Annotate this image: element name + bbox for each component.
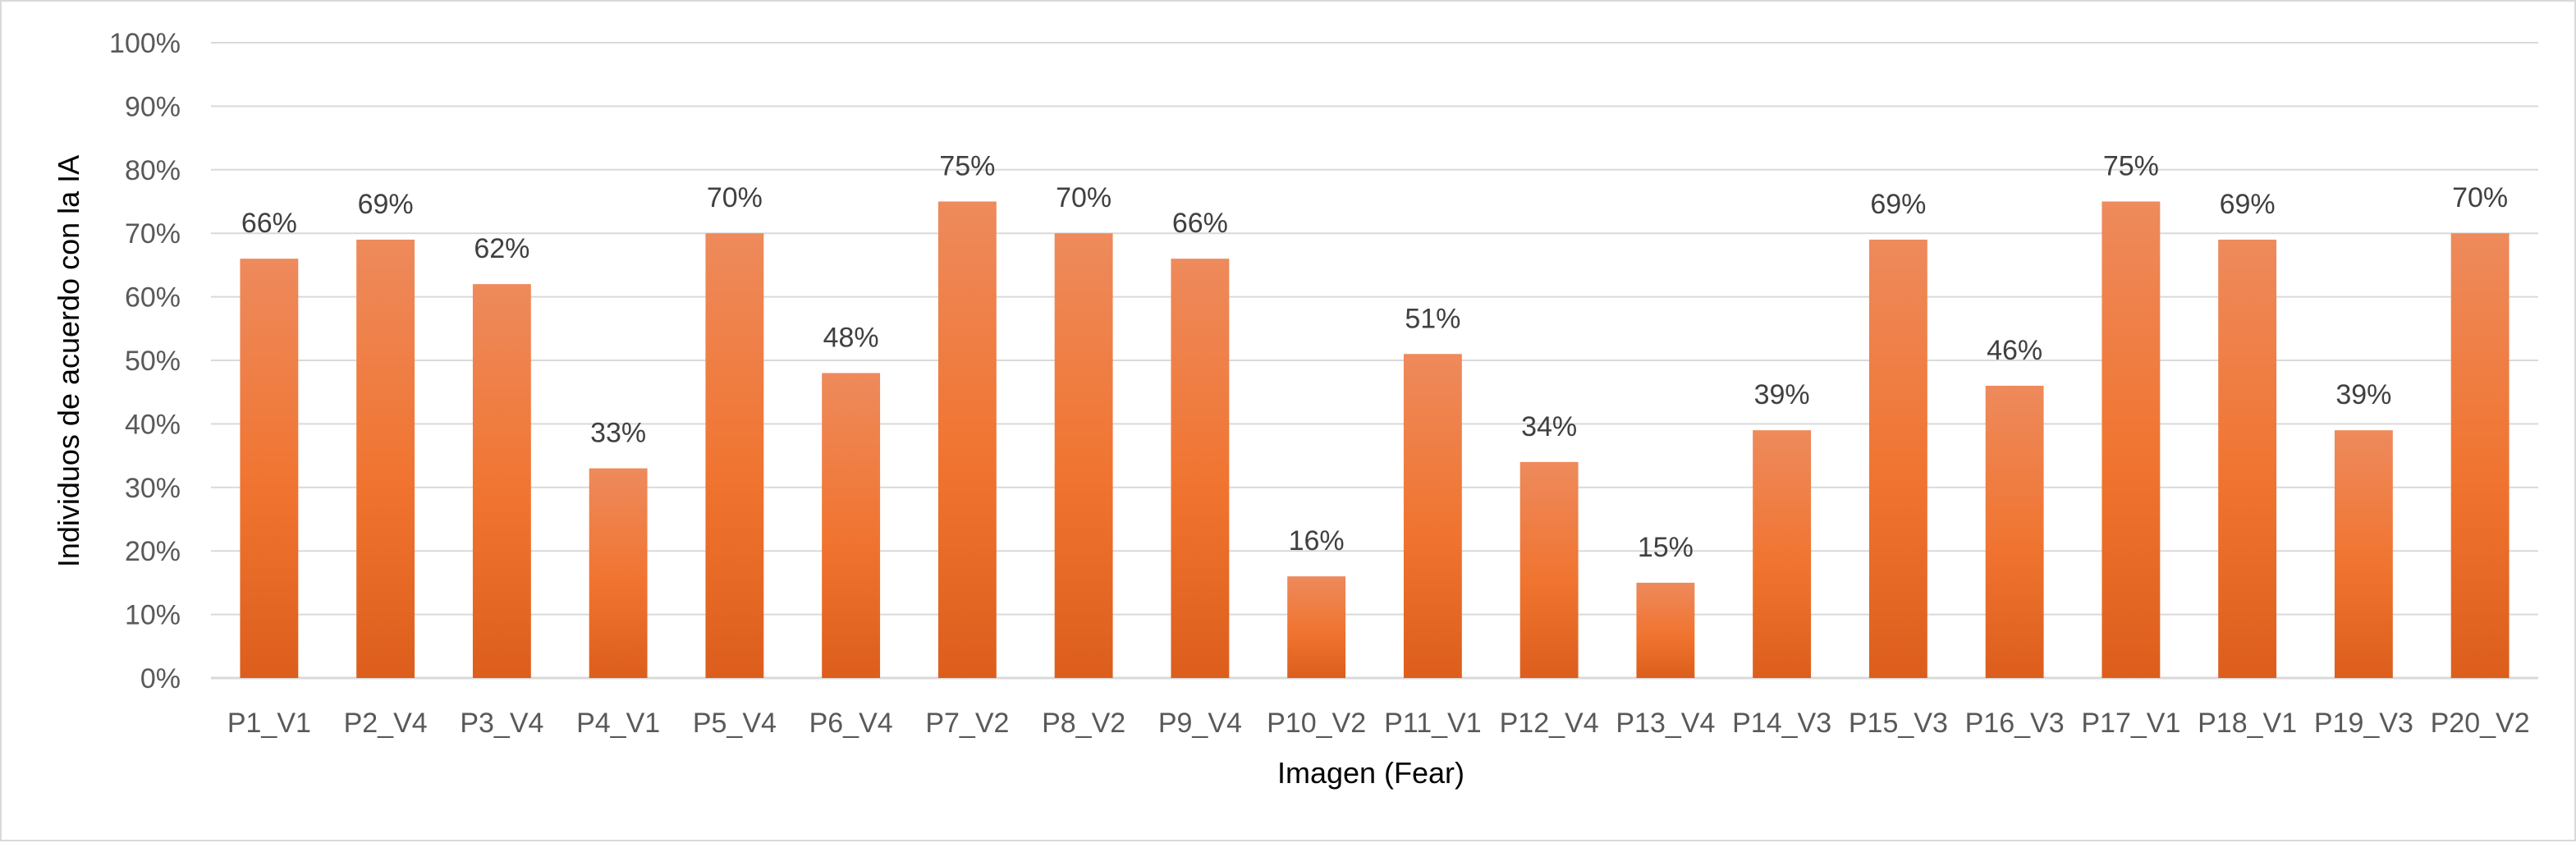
- y-tick-label: 50%: [125, 346, 181, 377]
- x-axis-ticks: P1_V1 P2_V4 P3_V4 P4_V1 P5_V4 P6_V4 P7_V2 P8_V2…: [227, 708, 2530, 739]
- x-tick-label: P15_V3: [1849, 708, 1948, 739]
- y-axis-ticks: 0% 10% 20% 30% 40% 50% 60% 70% 80% 90% 100%: [109, 28, 181, 694]
- x-tick-label: P19_V3: [2314, 708, 2413, 739]
- data-label: 75%: [939, 151, 995, 182]
- bar-P13_V4: [1636, 582, 1695, 678]
- data-label: 70%: [1056, 182, 1112, 213]
- x-tick-label: P12_V4: [1500, 708, 1599, 739]
- bar-P12_V4: [1519, 461, 1579, 678]
- data-label: 39%: [2335, 379, 2391, 410]
- bar-P5_V4: [705, 233, 764, 678]
- bar-P1_V1: [240, 259, 299, 678]
- x-tick-label: P8_V2: [1042, 708, 1125, 739]
- bar-P7_V2: [937, 201, 997, 678]
- x-tick-label: P14_V3: [1732, 708, 1831, 739]
- y-tick-label: 80%: [125, 155, 181, 186]
- data-label: 75%: [2103, 151, 2159, 182]
- y-tick-label: 30%: [125, 473, 181, 504]
- bar-P10_V2: [1287, 576, 1346, 678]
- y-axis-title: Individuos de acuerdo con la IA: [52, 155, 85, 567]
- data-label: 15%: [1638, 532, 1694, 563]
- x-tick-label: P3_V4: [460, 708, 543, 739]
- y-tick-label: 10%: [125, 600, 181, 631]
- bar-P17_V1: [2102, 201, 2161, 678]
- x-tick-label: P1_V1: [227, 708, 311, 739]
- bar-P3_V4: [472, 284, 531, 678]
- x-tick-label: P13_V4: [1616, 708, 1715, 739]
- bar-P14_V3: [1753, 430, 1812, 678]
- data-label: 34%: [1521, 411, 1577, 442]
- bar-P6_V4: [822, 373, 881, 678]
- x-tick-label: P7_V2: [925, 708, 1009, 739]
- x-tick-label: P17_V1: [2081, 708, 2180, 739]
- bar-P15_V3: [1868, 239, 1927, 678]
- bar-P9_V4: [1171, 259, 1230, 678]
- bar-P20_V2: [2450, 233, 2510, 678]
- data-label: 46%: [1987, 335, 2042, 366]
- y-tick-label: 40%: [125, 409, 181, 440]
- data-label: 70%: [2452, 182, 2508, 213]
- x-tick-label: P18_V1: [2198, 708, 2297, 739]
- data-label: 70%: [707, 182, 763, 213]
- data-label: 39%: [1754, 379, 1810, 410]
- bar-P16_V3: [1985, 385, 2044, 678]
- data-label: 62%: [474, 233, 529, 264]
- data-label: 66%: [1172, 208, 1228, 239]
- data-label: 16%: [1289, 525, 1345, 557]
- y-tick-label: 70%: [125, 218, 181, 250]
- bar-P2_V4: [356, 239, 415, 678]
- data-label: 33%: [590, 418, 646, 449]
- x-tick-label: P20_V2: [2431, 708, 2530, 739]
- x-tick-label: P11_V1: [1384, 708, 1481, 739]
- gridlines: [211, 42, 2538, 680]
- x-tick-label: P16_V3: [1965, 708, 2065, 739]
- x-tick-label: P9_V4: [1158, 708, 1242, 739]
- x-tick-label: P5_V4: [693, 708, 777, 739]
- y-tick-label: 0%: [140, 663, 181, 694]
- data-label: 51%: [1405, 303, 1460, 334]
- y-tick-label: 90%: [125, 91, 181, 122]
- data-label: 69%: [2220, 189, 2276, 220]
- bar-P4_V1: [589, 468, 648, 678]
- data-label: 66%: [241, 208, 297, 239]
- data-label: 48%: [823, 322, 879, 353]
- bar-P19_V3: [2334, 430, 2393, 678]
- data-labels: 66% 69% 62% 33% 70% 48% 75% 70% 66% 16% 51% 34% 15% 3…: [241, 151, 2508, 563]
- bar-P11_V1: [1403, 354, 1462, 678]
- x-tick-label: P10_V2: [1267, 708, 1366, 739]
- x-tick-label: P2_V4: [344, 708, 428, 739]
- y-tick-label: 60%: [125, 282, 181, 314]
- y-tick-label: 100%: [109, 28, 181, 59]
- x-tick-label: P4_V1: [576, 708, 660, 739]
- x-axis-title: Imagen (Fear): [1277, 756, 1464, 790]
- data-label: 69%: [358, 189, 414, 220]
- x-tick-label: P6_V4: [809, 708, 893, 739]
- y-tick-label: 20%: [125, 536, 181, 567]
- bars: [240, 201, 2510, 678]
- bar-P18_V1: [2218, 239, 2277, 678]
- bar-P8_V2: [1054, 233, 1113, 678]
- data-label: 69%: [1870, 189, 1926, 220]
